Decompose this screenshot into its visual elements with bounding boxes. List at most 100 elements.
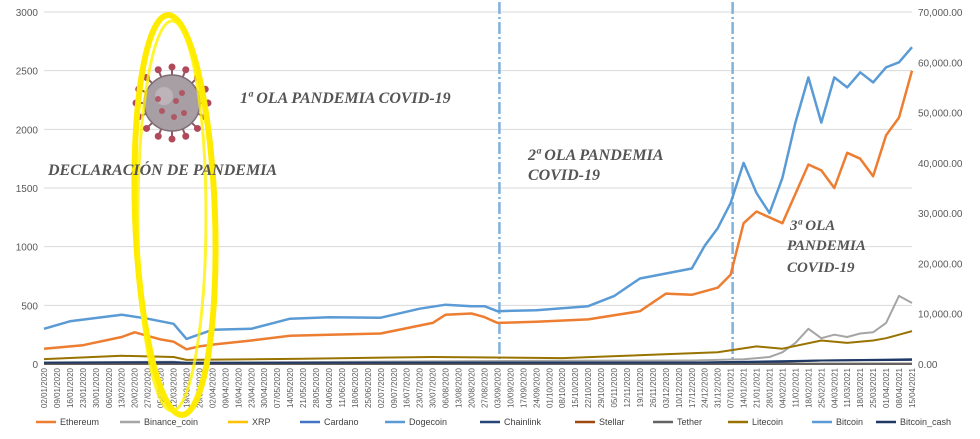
x-tick-label: 12/11/2020 (623, 367, 632, 407)
x-tick-label: 02/04/2020 (208, 367, 217, 408)
legend-label: XRP (252, 417, 271, 427)
virus-spike-tip (143, 125, 150, 132)
virus-dot (179, 90, 185, 96)
annotation-wave-3-line1: 3ª OLA (789, 218, 835, 234)
x-tick-label: 28/05/2020 (312, 367, 321, 408)
x-tick-label: 22/10/2020 (584, 367, 593, 408)
x-tick-label: 11/03/2021 (843, 367, 852, 407)
x-tick-label: 28/01/2021 (765, 367, 774, 408)
y2-tick-label: 0.00 (918, 360, 938, 371)
y2-tick-label: 40,000.00 (918, 159, 963, 170)
x-tick-label: 23/01/2020 (79, 367, 88, 408)
y-tick-label: 1000 (16, 243, 39, 254)
legend-label: Bitcoin (836, 417, 863, 427)
x-tick-label: 17/09/2020 (519, 367, 528, 408)
x-tick-label: 13/02/2020 (118, 367, 127, 408)
annotation-wave-2-line1: 2ª OLA PANDEMIA (527, 147, 664, 164)
y-tick-label: 500 (21, 301, 38, 312)
virus-dot (173, 98, 179, 104)
series-line-litecoin (44, 331, 912, 360)
annotation-wave-2-line2: COVID-19 (528, 167, 600, 184)
x-tick-label: 20/02/2020 (131, 367, 140, 408)
x-tick-label: 16/01/2020 (66, 367, 75, 408)
legend-label: Bitcoin_cash (900, 417, 951, 427)
legend-label: Dogecoin (409, 417, 447, 427)
x-tick-label: 02/01/2020 (40, 367, 49, 408)
x-tick-label: 05/11/2020 (610, 367, 619, 407)
x-tick-label: 10/09/2020 (506, 367, 515, 408)
virus-dot (181, 110, 187, 116)
x-tick-label: 20/08/2020 (468, 367, 477, 408)
x-tick-label: 07/01/2021 (727, 367, 736, 408)
x-tick-label: 19/11/2020 (636, 367, 645, 407)
x-tick-label: 25/02/2021 (817, 367, 826, 408)
x-tick-label: 23/07/2020 (416, 367, 425, 408)
y2-tick-label: 60,000.00 (918, 58, 963, 69)
x-tick-label: 17/12/2020 (688, 367, 697, 408)
y-tick-label: 3000 (16, 8, 39, 19)
x-tick-label: 06/08/2020 (442, 367, 451, 408)
x-tick-label: 24/12/2020 (701, 367, 710, 408)
virus-spike-tip (169, 136, 176, 143)
x-tick-label: 31/12/2020 (714, 367, 723, 408)
x-axis: 02/01/2020 09/01/2020 16/01/2020 23/01/2020… (40, 364, 917, 408)
annotation-declaration: DECLARACIÓN DE PANDEMIA (47, 160, 277, 179)
x-tick-label: 13/08/2020 (455, 367, 464, 408)
x-tick-label: 01/04/2021 (882, 367, 891, 408)
x-tick-label: 25/03/2021 (869, 367, 878, 408)
x-tick-label: 18/06/2020 (351, 367, 360, 408)
x-tick-label: 16/04/2020 (234, 367, 243, 408)
x-tick-label: 14/05/2020 (286, 367, 295, 408)
y2-tick-label: 30,000.00 (918, 209, 963, 220)
x-tick-label: 30/01/2020 (92, 367, 101, 408)
x-tick-label: 03/09/2020 (493, 367, 502, 408)
x-tick-label: 01/10/2020 (545, 367, 554, 408)
y2-tick-label: 50,000.00 (918, 109, 963, 120)
y-tick-label: 2500 (16, 67, 39, 78)
x-tick-label: 29/10/2020 (597, 367, 606, 408)
y-tick-label: 0 (32, 360, 38, 371)
y-axis-left: 0 500 1000 1500 2000 2500 3000 (16, 8, 39, 371)
x-tick-label: 12/03/2020 (170, 367, 179, 408)
y2-tick-label: 20,000.00 (918, 259, 963, 270)
x-tick-label: 18/02/2021 (804, 367, 813, 408)
legend-label: Ethereum (60, 417, 99, 427)
virus-spike-tip (194, 125, 201, 132)
virus-dot (159, 108, 165, 114)
x-tick-label: 07/05/2020 (273, 367, 282, 408)
virus-highlight (155, 87, 173, 105)
x-tick-label: 24/09/2020 (532, 367, 541, 408)
x-tick-label: 04/03/2021 (830, 367, 839, 408)
x-tick-label: 03/12/2020 (662, 367, 671, 408)
x-tick-label: 09/07/2020 (390, 367, 399, 408)
x-tick-label: 21/05/2020 (299, 367, 308, 408)
annotation-wave-3-line2: PANDEMIA (787, 238, 866, 254)
x-tick-label: 30/07/2020 (429, 367, 438, 408)
legend-label: Chainlink (504, 417, 542, 427)
virus-body (144, 75, 200, 131)
x-tick-label: 30/04/2020 (260, 367, 269, 408)
x-tick-label: 25/06/2020 (364, 367, 373, 408)
x-tick-label: 02/07/2020 (377, 367, 386, 408)
legend-label: Litecoin (752, 417, 783, 427)
legend-label: Stellar (599, 417, 625, 427)
y-tick-label: 2000 (16, 125, 39, 136)
annotation-wave-1: 1ª OLA PANDEMIA COVID-19 (240, 90, 451, 107)
virus-spike-tip (182, 66, 189, 73)
x-tick-label: 23/04/2020 (247, 367, 256, 408)
x-tick-label: 18/03/2021 (856, 367, 865, 408)
virus-spike-tip (155, 66, 162, 73)
virus-spike-tip (169, 64, 176, 71)
x-tick-label: 21/01/2021 (753, 367, 762, 408)
x-tick-label: 09/04/2020 (221, 367, 230, 408)
y-axis-right: 0.0010,000.0020,000.0030,000.0040,000.00… (918, 8, 963, 371)
virus-dot (155, 96, 161, 102)
virus-spike-tip (155, 133, 162, 140)
x-tick-label: 09/01/2020 (53, 367, 62, 408)
x-tick-label: 06/02/2020 (105, 367, 114, 408)
x-tick-label: 26/11/2020 (649, 367, 658, 407)
y-tick-label: 1500 (16, 184, 39, 195)
